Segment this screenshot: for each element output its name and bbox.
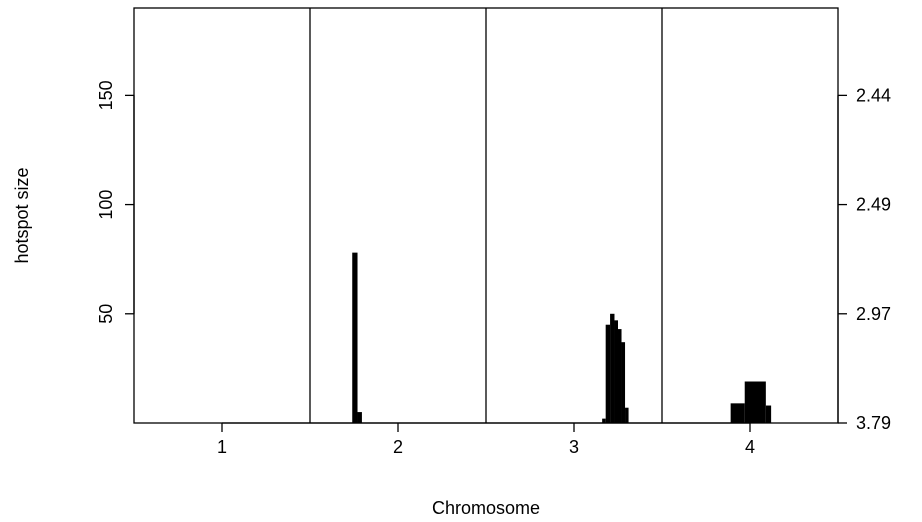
hotspot-bar: [625, 407, 629, 423]
right-tick-label: 2.49: [856, 195, 891, 215]
hotspot-bar: [765, 405, 772, 423]
hotspot-bar: [730, 403, 745, 423]
hotspot-bar: [618, 329, 622, 423]
x-tick-label: 1: [217, 437, 227, 457]
x-axis-label: Chromosome: [432, 498, 540, 518]
y-tick-label: 50: [96, 304, 116, 324]
y-axis-label: hotspot size: [12, 167, 32, 263]
right-tick-label: 2.44: [856, 85, 891, 105]
hotspot-bar: [621, 342, 626, 423]
hotspot-bar: [605, 324, 611, 423]
x-tick-label: 2: [393, 437, 403, 457]
hotspot-bar: [352, 252, 358, 423]
chromosome-separators: [309, 8, 663, 423]
hotspot-bar: [744, 381, 766, 423]
bars-layer: [352, 252, 772, 423]
hotspot-bar: [602, 418, 606, 423]
hotspot-bar: [614, 320, 618, 423]
y-tick-label: 150: [96, 80, 116, 110]
x-tick-label: 3: [569, 437, 579, 457]
right-tick-label: 2.97: [856, 304, 891, 324]
right-tick-label: 3.79: [856, 413, 891, 433]
hotspot-bar: [610, 313, 615, 423]
x-tick-label: 4: [745, 437, 755, 457]
hotspot-bar: [357, 412, 362, 423]
y-tick-label: 100: [96, 190, 116, 220]
axes-layer: 1 2 3 4 50 100 150 2.44 2.49 2.97 3.79: [96, 80, 891, 457]
